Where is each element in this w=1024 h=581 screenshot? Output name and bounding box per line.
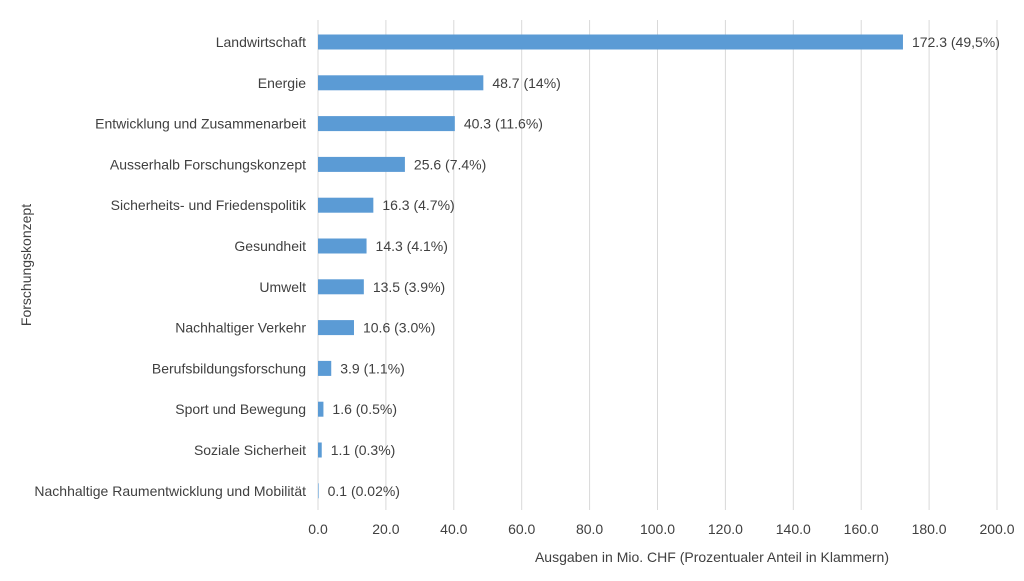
bar bbox=[318, 197, 374, 213]
data-label: 48.7 (14%) bbox=[492, 75, 560, 91]
x-tick-label: 0.0 bbox=[308, 521, 328, 537]
x-tick-label: 20.0 bbox=[372, 521, 399, 537]
data-label: 172.3 (49,5%) bbox=[912, 34, 1000, 50]
bar bbox=[318, 238, 367, 254]
data-label: 40.3 (11.6%) bbox=[464, 116, 543, 132]
category-label: Energie bbox=[258, 75, 306, 91]
x-tick-labels: 0.0 20.0 40.0 60.0 80.0 100.0 120.0 140.0 160.0 1… bbox=[308, 521, 1014, 537]
data-label: 0.1 (0.02%) bbox=[328, 483, 400, 499]
bar bbox=[318, 156, 405, 172]
category-label: Sicherheits- und Friedenspolitik bbox=[111, 197, 307, 213]
y-axis-label: Forschungskonzept bbox=[18, 204, 34, 326]
bar bbox=[318, 401, 324, 417]
bar bbox=[318, 279, 364, 295]
data-label: 3.9 (1.1%) bbox=[340, 360, 405, 376]
x-tick-label: 180.0 bbox=[912, 521, 947, 537]
x-tick-label: 140.0 bbox=[776, 521, 811, 537]
x-tick-label: 40.0 bbox=[440, 521, 467, 537]
x-tick-label: 60.0 bbox=[508, 521, 535, 537]
gridlines bbox=[317, 20, 998, 510]
category-label: Landwirtschaft bbox=[216, 34, 306, 50]
category-label: Nachhaltiger Verkehr bbox=[175, 320, 306, 336]
bar bbox=[318, 360, 332, 376]
data-labels: 172.3 (49,5%) 48.7 (14%) 40.3 (11.6%) 25.6 … bbox=[328, 34, 1000, 499]
category-label: Berufsbildungsforschung bbox=[152, 360, 306, 376]
category-label: Nachhaltige Raumentwicklung und Mobilitä… bbox=[34, 483, 306, 499]
bar bbox=[318, 34, 903, 50]
x-axis-label: Ausgaben in Mio. CHF (Prozentualer Antei… bbox=[535, 549, 889, 565]
category-label: Umwelt bbox=[259, 279, 306, 295]
bar bbox=[318, 75, 484, 91]
bar bbox=[318, 483, 319, 499]
x-tick-label: 100.0 bbox=[640, 521, 675, 537]
data-label: 1.1 (0.3%) bbox=[331, 442, 396, 458]
category-label: Ausserhalb Forschungskonzept bbox=[110, 156, 306, 172]
x-tick-label: 80.0 bbox=[576, 521, 603, 537]
data-label: 10.6 (3.0%) bbox=[363, 320, 435, 336]
bar bbox=[318, 320, 354, 336]
category-label: Sport und Bewegung bbox=[175, 401, 306, 417]
bar bbox=[318, 442, 322, 458]
data-label: 13.5 (3.9%) bbox=[373, 279, 445, 295]
bar bbox=[318, 116, 455, 132]
category-label: Soziale Sicherheit bbox=[194, 442, 306, 458]
x-tick-label: 160.0 bbox=[844, 521, 879, 537]
data-label: 16.3 (4.7%) bbox=[382, 197, 454, 213]
bars bbox=[318, 34, 903, 499]
data-label: 1.6 (0.5%) bbox=[332, 401, 397, 417]
category-label: Gesundheit bbox=[234, 238, 306, 254]
x-tick-label: 120.0 bbox=[708, 521, 743, 537]
data-label: 25.6 (7.4%) bbox=[414, 156, 486, 172]
category-label: Entwicklung und Zusammenarbeit bbox=[95, 116, 306, 132]
category-labels: Landwirtschaft Energie Entwicklung und Zus… bbox=[34, 34, 307, 499]
data-label: 14.3 (4.1%) bbox=[376, 238, 448, 254]
x-tick-label: 200.0 bbox=[979, 521, 1014, 537]
